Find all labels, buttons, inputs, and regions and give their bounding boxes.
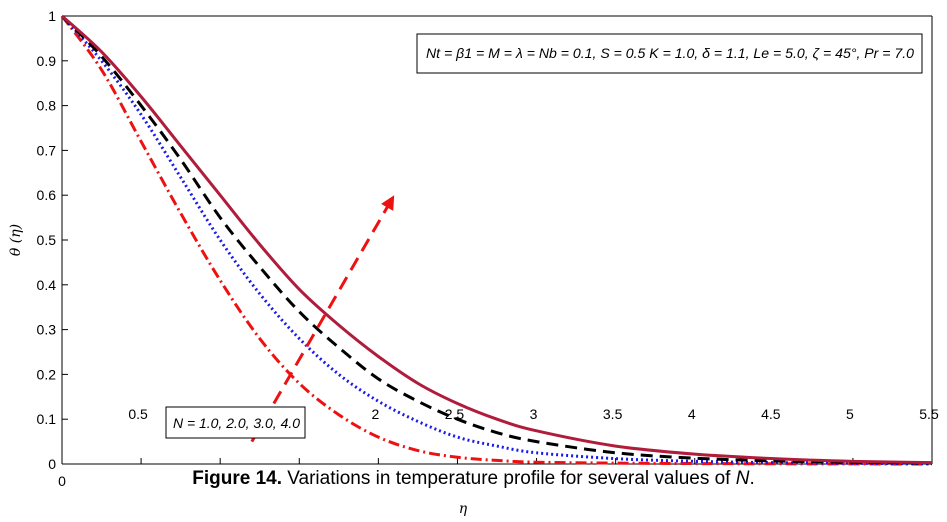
parameter-arrow [250,194,396,443]
caption-text: Variations in temperature profile for se… [281,468,736,489]
axes [61,15,933,465]
arrow-head [381,195,395,211]
y-tick-label: 0.6 [37,187,57,203]
series-line-dotted [60,15,933,466]
x-axis-label: η [459,501,468,517]
params-text: Nt = β1 = M = λ = Nb = 0.1, S = 0.5 K = … [426,45,914,61]
y-tick-label: 0.4 [37,277,57,293]
series-line-dash-dot [60,15,933,466]
annotation-boxes: Nt = β1 = M = λ = Nb = 0.1, S = 0.5 K = … [165,33,923,439]
y-tick-label: 0 [48,456,56,472]
y-tick-label: 0.7 [37,142,57,158]
series-line-dashed [60,14,933,465]
x-tick-label: 2.5 [445,406,465,422]
x-tick-label: 5 [846,406,854,422]
y-tick-label: 1 [48,8,56,24]
figure-caption: Figure 14. Variations in temperature pro… [0,468,947,490]
x-tick-label: 0.5 [128,406,148,422]
y-axis-label: θ (η) [8,224,24,256]
y-tick-label: 0.2 [37,366,57,382]
legend-text: N = 1.0, 2.0, 3.0, 4.0 [173,415,300,431]
x-tick-label: 5.5 [919,406,939,422]
x-tick-label: 4 [688,406,696,422]
caption-variable: N [735,468,750,489]
arrow-shaft [250,194,396,443]
y-tick-label: 0.3 [37,322,57,338]
y-tick-label: 0.8 [37,98,57,114]
y-tick-label: 0.9 [37,53,57,69]
x-tick-label: 0 [58,473,66,489]
caption-end: . [749,468,755,489]
x-tick-label: 3 [530,406,538,422]
legend-box [165,406,306,439]
params-box [416,33,923,74]
x-tick-label: 4.5 [761,406,781,422]
x-tick-label: 3.5 [603,406,623,422]
y-tick-label: 0.1 [37,411,57,427]
x-tick-label: 2 [371,406,379,422]
series-line-solid [60,14,933,465]
series-group [60,14,933,466]
y-tick-label: 0.5 [37,232,57,248]
caption-figure-number: Figure 14. [192,468,282,489]
